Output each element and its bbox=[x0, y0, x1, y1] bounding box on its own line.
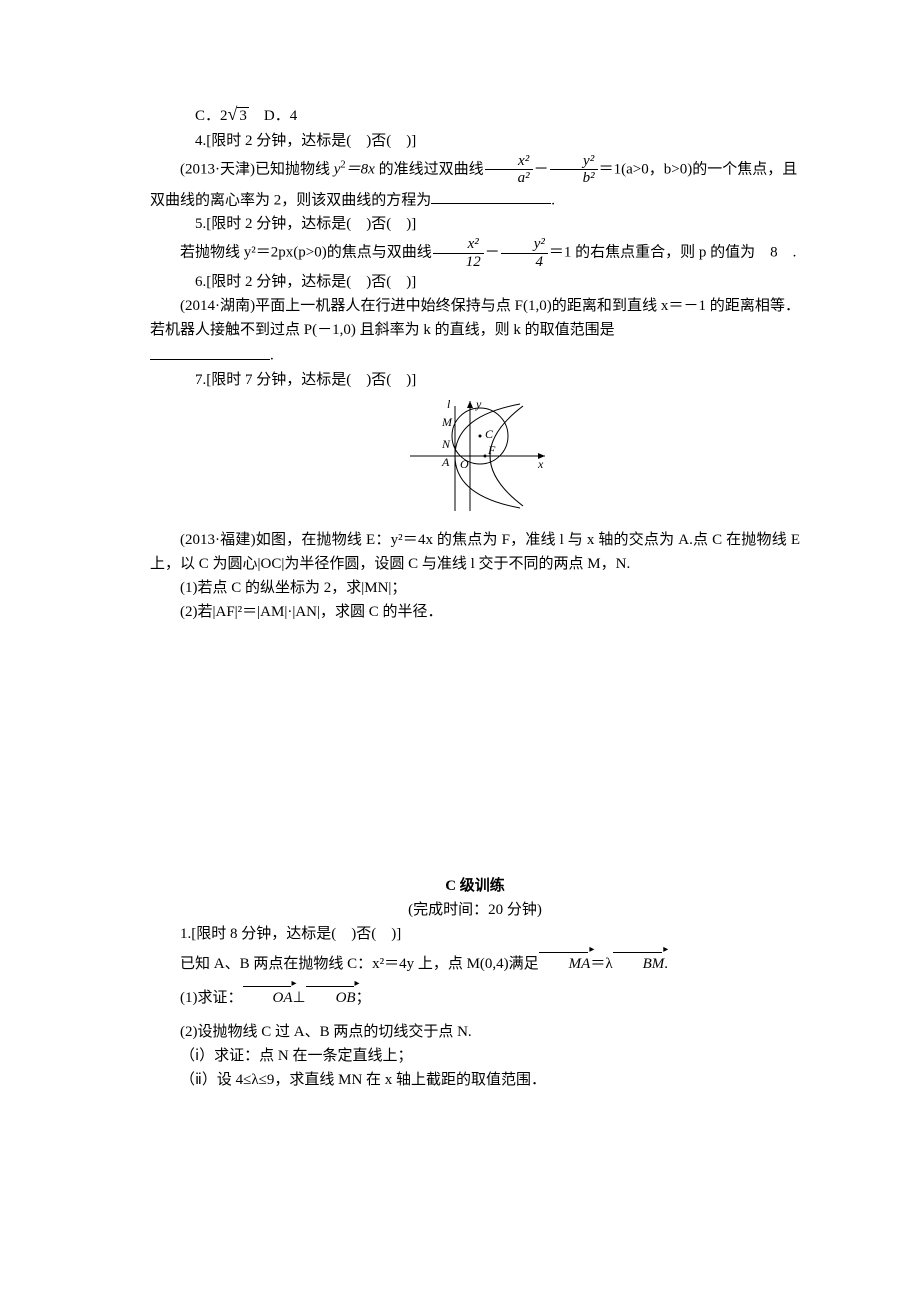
perp: ⊥ bbox=[293, 990, 306, 1006]
document-page: C．2√3 D．4 4.[限时 2 分钟，达标是( )否( )] (2013·天… bbox=[0, 0, 920, 1302]
section-c-title: C 级训练 bbox=[150, 874, 800, 898]
option-d: D．4 bbox=[249, 108, 297, 124]
q3-options: C．2√3 D．4 bbox=[150, 100, 800, 129]
vector-MA: MA▸ bbox=[539, 952, 591, 976]
section-c-sub: (完成时间：20 分钟) bbox=[150, 898, 800, 922]
c1-pre: 已知 A、B 两点在抛物线 C：x²＝4y 上，点 M(0,4)满足 bbox=[180, 956, 539, 972]
label-O: O bbox=[460, 457, 469, 471]
q6-body: (2014·湖南)平面上一机器人在行进中始终保持与点 F(1,0)的距离和到直线… bbox=[150, 294, 800, 342]
label-A: A bbox=[441, 455, 450, 469]
period: . bbox=[270, 348, 274, 364]
c1-part2i: （ⅰ）求证：点 N 在一条定直线上； bbox=[150, 1044, 800, 1068]
frac-den: 12 bbox=[433, 254, 484, 271]
sqrt-symbol: √ bbox=[228, 104, 238, 124]
q5-tail: ＝1 的右焦点重合，则 p 的值为 8 . bbox=[549, 245, 797, 261]
period: . bbox=[664, 956, 668, 972]
vec-text: BM bbox=[643, 956, 665, 972]
label-x: x bbox=[537, 457, 544, 471]
semicolon: ； bbox=[356, 990, 371, 1006]
answer-blank bbox=[150, 342, 270, 360]
q4-rhs: ＝8x bbox=[346, 161, 375, 177]
q6-blank-row: . bbox=[150, 342, 800, 368]
q5-frac1: x²12 bbox=[433, 236, 484, 270]
period: . bbox=[551, 192, 555, 208]
vec-text: OB bbox=[336, 990, 356, 1006]
minus: － bbox=[485, 245, 500, 261]
vector-OA: OA▸ bbox=[243, 986, 293, 1010]
option-c: C．2 bbox=[195, 108, 228, 124]
q7-body: (2013·福建)如图，在抛物线 E：y²＝4x 的焦点为 F，准线 l 与 x… bbox=[150, 528, 800, 576]
label-C: C bbox=[485, 427, 494, 441]
q7-figure: l y M C N F A O x bbox=[150, 396, 800, 524]
frac-num: y² bbox=[550, 153, 598, 171]
q5-header: 5.[限时 2 分钟，达标是( )否( )] bbox=[150, 212, 800, 236]
label-y: y bbox=[475, 397, 482, 411]
q5-body: 若抛物线 y²＝2px(p>0)的焦点与双曲线x²12－y²4＝1 的右焦点重合… bbox=[150, 236, 800, 270]
q5-frac2: y²4 bbox=[501, 236, 548, 270]
sqrt-radicand: 3 bbox=[237, 107, 249, 124]
vec-text: MA bbox=[569, 956, 591, 972]
vector-BM: BM▸ bbox=[613, 952, 665, 976]
c1-eq: ＝λ bbox=[590, 956, 612, 972]
frac-den: b² bbox=[550, 170, 598, 187]
parabola-diagram: l y M C N F A O x bbox=[400, 396, 550, 516]
label-F: F bbox=[487, 443, 496, 457]
q6-text: (2014·湖南)平面上一机器人在行进中始终保持与点 F(1,0)的距离和到直线… bbox=[150, 298, 800, 338]
vec-text: OA bbox=[273, 990, 293, 1006]
q4-frac1: x²a² bbox=[485, 153, 533, 187]
label-l: l bbox=[447, 397, 451, 411]
c1-part1: (1)求证：OA▸⊥OB▸； bbox=[150, 986, 800, 1010]
section-gap bbox=[150, 624, 800, 874]
frac-num: x² bbox=[485, 153, 533, 171]
vector-OB: OB▸ bbox=[306, 986, 356, 1010]
frac-den: 4 bbox=[501, 254, 548, 271]
q7-part2: (2)若|AF|²＝|AM|·|AN|，求圆 C 的半径． bbox=[150, 600, 800, 624]
c1-part2: (2)设抛物线 C 过 A、B 两点的切线交于点 N. bbox=[150, 1020, 800, 1044]
answer-blank bbox=[431, 187, 551, 205]
label-M: M bbox=[441, 415, 453, 429]
q4-body: (2013·天津)已知抛物线 y2＝8x 的准线过双曲线x²a²－y²b²＝1(… bbox=[150, 153, 800, 213]
label-N: N bbox=[441, 437, 451, 451]
c1-p1-pre: (1)求证： bbox=[180, 990, 243, 1006]
frac-num: x² bbox=[433, 236, 484, 254]
q4-text-b: 的准线过双曲线 bbox=[375, 161, 484, 177]
frac-num: y² bbox=[501, 236, 548, 254]
q7-header: 7.[限时 7 分钟，达标是( )否( )] bbox=[150, 368, 800, 392]
c1-body: 已知 A、B 两点在抛物线 C：x²＝4y 上，点 M(0,4)满足MA▸＝λB… bbox=[150, 952, 800, 976]
frac-den: a² bbox=[485, 170, 533, 187]
q5-text-a: 若抛物线 y²＝2px(p>0)的焦点与双曲线 bbox=[180, 245, 432, 261]
c1-header: 1.[限时 8 分钟，达标是( )否( )] bbox=[150, 922, 800, 946]
q6-header: 6.[限时 2 分钟，达标是( )否( )] bbox=[150, 270, 800, 294]
c1-part2ii: （ⅱ）设 4≤λ≤9，求直线 MN 在 x 轴上截距的取值范围． bbox=[150, 1068, 800, 1092]
minus: － bbox=[534, 161, 549, 177]
q7-part1: (1)若点 C 的纵坐标为 2，求|MN|； bbox=[150, 576, 800, 600]
q4-frac2: y²b² bbox=[550, 153, 598, 187]
q4-text-a: (2013·天津)已知抛物线 bbox=[180, 161, 334, 177]
q4-header: 4.[限时 2 分钟，达标是( )否( )] bbox=[150, 129, 800, 153]
